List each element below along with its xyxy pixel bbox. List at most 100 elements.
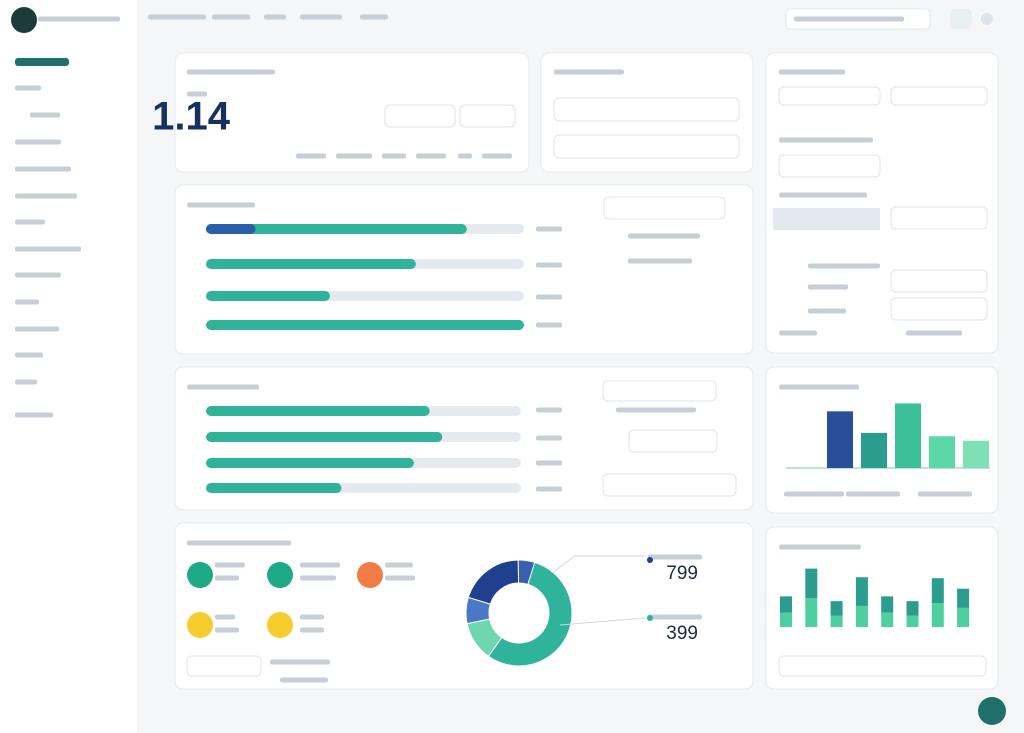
text-placeholder xyxy=(536,407,562,413)
icon xyxy=(267,612,293,638)
text-placeholder xyxy=(628,258,692,264)
text-placeholder xyxy=(779,137,873,143)
sidebar xyxy=(0,0,137,733)
bar-segment xyxy=(906,601,919,616)
icon xyxy=(267,562,293,588)
text-placeholder xyxy=(300,562,340,568)
button[interactable] xyxy=(778,154,881,178)
text-placeholder xyxy=(187,91,207,97)
text-placeholder xyxy=(906,330,962,336)
bar xyxy=(929,436,955,468)
stat-value: 799 xyxy=(666,563,698,584)
text-placeholder xyxy=(30,112,60,118)
button[interactable] xyxy=(553,97,740,122)
text-placeholder xyxy=(779,330,817,336)
fab-button[interactable] xyxy=(978,697,1006,725)
button[interactable] xyxy=(890,269,988,293)
text-placeholder xyxy=(300,14,342,20)
text-placeholder xyxy=(458,153,472,159)
text-placeholder xyxy=(536,226,562,232)
button[interactable] xyxy=(778,86,881,106)
text-placeholder xyxy=(215,614,235,620)
text-placeholder xyxy=(15,85,41,91)
text-placeholder xyxy=(38,16,120,22)
leader-line xyxy=(559,617,646,626)
text-placeholder xyxy=(784,491,844,497)
text-placeholder xyxy=(482,153,512,159)
legend-dot xyxy=(647,615,653,621)
text-placeholder xyxy=(385,562,413,568)
progress-bar xyxy=(206,483,342,493)
text-placeholder xyxy=(779,192,867,198)
button[interactable] xyxy=(602,473,737,497)
stat-value: 399 xyxy=(666,623,698,644)
text-placeholder xyxy=(15,139,61,145)
button[interactable] xyxy=(602,380,717,402)
active-nav-item[interactable] xyxy=(15,58,69,66)
text-placeholder xyxy=(296,153,326,159)
kpi-value: 1.14 xyxy=(152,95,231,139)
button[interactable] xyxy=(778,655,987,677)
button[interactable] xyxy=(890,297,988,321)
text-placeholder xyxy=(15,246,81,252)
text-placeholder xyxy=(15,219,45,225)
text-placeholder xyxy=(15,412,53,418)
bar-segment xyxy=(855,577,868,606)
text-placeholder xyxy=(536,262,562,268)
text-placeholder xyxy=(360,14,388,20)
text-placeholder xyxy=(808,263,880,269)
notification-button[interactable] xyxy=(950,9,972,29)
text-placeholder xyxy=(779,384,859,390)
progress-accent xyxy=(206,224,256,234)
bar-segment xyxy=(805,598,818,627)
progress-bar xyxy=(206,458,414,468)
button[interactable] xyxy=(553,134,740,159)
progress-bar xyxy=(206,432,443,442)
icon xyxy=(187,612,213,638)
bar-segment xyxy=(881,596,894,613)
text-placeholder xyxy=(808,284,848,290)
bar-segment xyxy=(906,615,919,627)
text-placeholder xyxy=(187,69,275,75)
text-placeholder xyxy=(187,202,255,208)
bar-segment xyxy=(855,605,868,627)
text-placeholder xyxy=(215,562,245,568)
text-placeholder xyxy=(187,540,291,546)
button[interactable] xyxy=(384,104,456,128)
text-placeholder xyxy=(794,16,904,22)
text-placeholder xyxy=(280,677,328,683)
text-placeholder xyxy=(918,491,972,497)
button[interactable] xyxy=(186,655,262,677)
text-placeholder xyxy=(15,352,43,358)
text-placeholder xyxy=(628,233,700,239)
text-placeholder xyxy=(300,575,336,581)
card xyxy=(174,52,530,173)
button[interactable] xyxy=(890,86,988,106)
button[interactable] xyxy=(890,206,988,230)
bar xyxy=(861,432,887,468)
text-placeholder xyxy=(779,69,845,75)
text-placeholder xyxy=(846,491,900,497)
text-placeholder xyxy=(300,627,324,633)
text-placeholder xyxy=(536,486,562,492)
text-placeholder xyxy=(385,575,415,581)
icon xyxy=(187,562,213,588)
selected-item[interactable] xyxy=(773,208,880,230)
bar-segment xyxy=(830,615,843,627)
text-placeholder xyxy=(616,407,696,413)
button[interactable] xyxy=(628,429,718,453)
text-placeholder xyxy=(15,326,59,332)
bar xyxy=(827,411,853,468)
avatar[interactable] xyxy=(981,13,993,25)
bar xyxy=(963,440,989,468)
progress-bar xyxy=(206,259,416,269)
button[interactable] xyxy=(603,196,726,220)
bar-segment xyxy=(931,603,944,627)
bar-segment xyxy=(805,568,818,599)
text-placeholder xyxy=(779,544,861,550)
bar-segment xyxy=(830,601,843,616)
button[interactable] xyxy=(459,104,516,128)
legend-dot xyxy=(647,557,653,563)
bar-segment xyxy=(957,607,970,627)
text-placeholder xyxy=(15,272,61,278)
